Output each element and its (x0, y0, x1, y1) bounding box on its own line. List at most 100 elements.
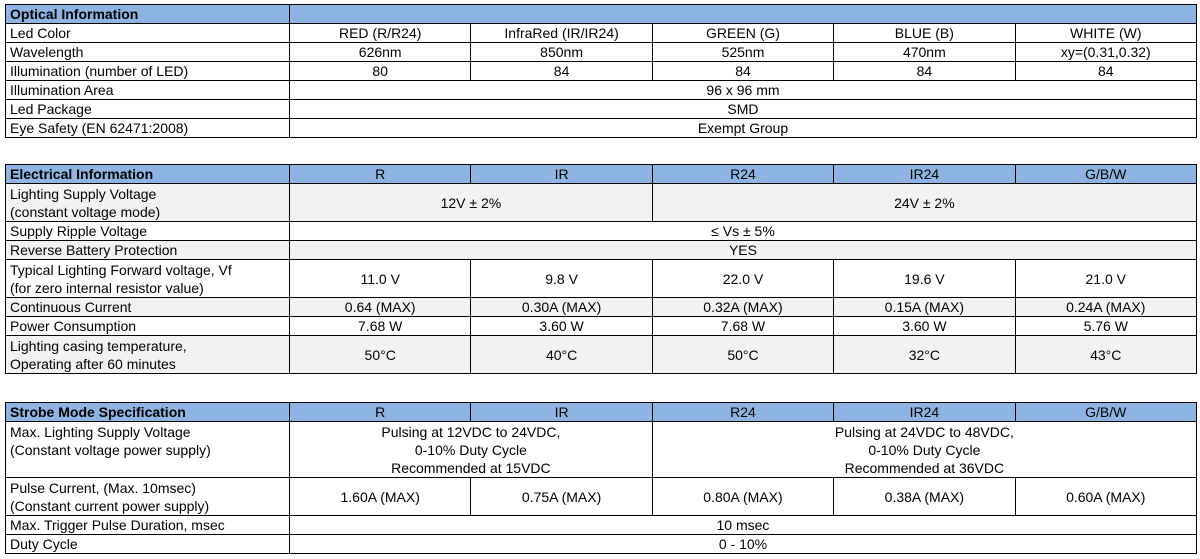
row-label: Led Color (5, 23, 290, 43)
cell: 626nm (288, 42, 472, 62)
cell-line: Pulsing at 24VDC to 48VDC, (834, 423, 1014, 440)
row-label: Supply Ripple Voltage (5, 221, 290, 241)
row-label-line: (for zero internal resistor value) (10, 279, 204, 296)
cell: 80 (288, 61, 472, 81)
row-label: Power Consumption (5, 316, 290, 336)
cell: 3.60 W (833, 316, 1016, 336)
cell: 0.15A (MAX) (833, 297, 1016, 317)
cell: 22.0 V (651, 259, 835, 298)
cell: 50°C (288, 335, 472, 374)
cell-span: 12V ± 2% (289, 183, 653, 222)
cell: InfraRed (IR/IR24) (470, 23, 653, 43)
optical-table: Optical Information Led Color RED (R/R24… (5, 4, 1197, 138)
cell-span: Pulsing at 12VDC to 24VDC, 0-10% Duty Cyc… (289, 421, 653, 478)
optical-header-blank (289, 4, 1197, 24)
cell: 50°C (651, 335, 835, 374)
row-label-line: Pulse Current, (Max. 10msec) (10, 479, 196, 496)
cell: 525nm (651, 42, 835, 62)
cell: 850nm (470, 42, 653, 62)
cell: 84 (833, 61, 1016, 81)
row-label: Pulse Current, (Max. 10msec) (Constant cu… (5, 477, 290, 516)
cell: 1.60A (MAX) (288, 477, 472, 516)
row-label: Max. Lighting Supply Voltage (Constant vo… (5, 421, 290, 478)
table-row: Typical Lighting Forward voltage, Vf (for… (5, 259, 1197, 298)
table-row: Lighting Supply Voltage (constant voltage… (5, 183, 1197, 222)
row-label-line: Lighting casing temperature, (10, 337, 187, 354)
cell: 0.32A (MAX) (651, 297, 835, 317)
row-label-line: Typical Lighting Forward voltage, Vf (10, 261, 232, 278)
column-header: R (288, 402, 472, 422)
cell: 7.68 W (651, 316, 835, 336)
column-header: IR24 (833, 402, 1016, 422)
strobe-table: Strobe Mode Specification R IR R24 IR24 … (5, 402, 1197, 554)
table-row: Illumination Area 96 x 96 mm (5, 80, 1197, 100)
cell: 43°C (1014, 335, 1197, 374)
table-row: Supply Ripple Voltage ≤ Vs ± 5% (5, 221, 1197, 241)
table-row: Reverse Battery Protection YES (5, 240, 1197, 260)
cell-line: 0-10% Duty Cycle (414, 441, 527, 458)
cell-line: 0-10% Duty Cycle (868, 441, 981, 458)
cell-span: SMD (289, 99, 1197, 119)
cell: 32°C (833, 335, 1016, 374)
column-header: R (288, 164, 472, 184)
row-label: Lighting Supply Voltage (constant voltage… (5, 183, 290, 222)
row-label-line: (constant voltage mode) (10, 203, 161, 220)
electrical-table: Electrical Information R IR R24 IR24 G/B… (5, 164, 1197, 374)
table-row: Pulse Current, (Max. 10msec) (Constant cu… (5, 477, 1197, 516)
row-label: Lighting casing temperature, Operating af… (5, 335, 290, 374)
row-label-line: Operating after 60 minutes (10, 355, 176, 372)
row-label: Led Package (5, 99, 290, 119)
table-row: Max. Trigger Pulse Duration, msec 10 mse… (5, 515, 1197, 535)
cell: 11.0 V (288, 259, 472, 298)
table-row: Wavelength 626nm 850nm 525nm 470nm xy=(0… (5, 42, 1197, 62)
row-label: Eye Safety (EN 62471:2008) (5, 118, 290, 138)
table-row: Continuous Current 0.64 (MAX) 0.30A (MAX… (5, 297, 1197, 317)
cell: 0.80A (MAX) (651, 477, 835, 516)
column-header: G/B/W (1014, 164, 1197, 184)
cell: 21.0 V (1014, 259, 1197, 298)
row-label-line: Lighting Supply Voltage (10, 185, 157, 202)
row-label-line: (Constant voltage power supply) (10, 442, 211, 458)
strobe-title: Strobe Mode Specification (5, 402, 290, 422)
cell: 470nm (833, 42, 1016, 62)
cell: RED (R/R24) (288, 23, 472, 43)
cell: 0.60A (MAX) (1014, 477, 1197, 516)
table-row: Max. Lighting Supply Voltage (Constant vo… (5, 421, 1197, 478)
column-header: R24 (651, 402, 835, 422)
cell-span: 96 x 96 mm (289, 80, 1197, 100)
cell: 0.24A (MAX) (1014, 297, 1197, 317)
cell-span: Pulsing at 24VDC to 48VDC, 0-10% Duty Cyc… (651, 421, 1197, 478)
cell: 5.76 W (1014, 316, 1197, 336)
cell-line: Pulsing at 12VDC to 24VDC, (381, 423, 561, 440)
column-header: R24 (651, 164, 835, 184)
cell: 0.64 (MAX) (288, 297, 472, 317)
row-label: Wavelength (5, 42, 290, 62)
table-row: Eye Safety (EN 62471:2008) Exempt Group (5, 118, 1197, 138)
column-header: IR (470, 402, 653, 422)
cell: 84 (651, 61, 835, 81)
row-label: Continuous Current (5, 297, 290, 317)
cell: 84 (470, 61, 653, 81)
cell: 0.38A (MAX) (833, 477, 1016, 516)
cell: xy=(0.31,0.32) (1014, 42, 1197, 62)
cell-line: Recommended at 36VDC (844, 459, 1005, 476)
row-label: Reverse Battery Protection (5, 240, 290, 260)
cell: 19.6 V (833, 259, 1016, 298)
cell: 0.30A (MAX) (470, 297, 653, 317)
cell: 40°C (470, 335, 653, 374)
cell: WHITE (W) (1014, 23, 1197, 43)
electrical-title: Electrical Information (5, 164, 290, 184)
table-row: Lighting casing temperature, Operating af… (5, 335, 1197, 374)
table-row: Duty Cycle 0 - 10% (5, 534, 1197, 554)
cell: 84 (1014, 61, 1197, 81)
table-row: Led Color RED (R/R24) InfraRed (IR/IR24)… (5, 23, 1197, 43)
cell-line: Recommended at 15VDC (391, 459, 551, 476)
column-header: IR24 (833, 164, 1016, 184)
table-row: Led Package SMD (5, 99, 1197, 119)
cell: 3.60 W (470, 316, 653, 336)
cell-span: 24V ± 2% (651, 183, 1197, 222)
cell: 9.8 V (470, 259, 653, 298)
row-label: Illumination (number of LED) (5, 61, 290, 81)
cell: GREEN (G) (651, 23, 835, 43)
